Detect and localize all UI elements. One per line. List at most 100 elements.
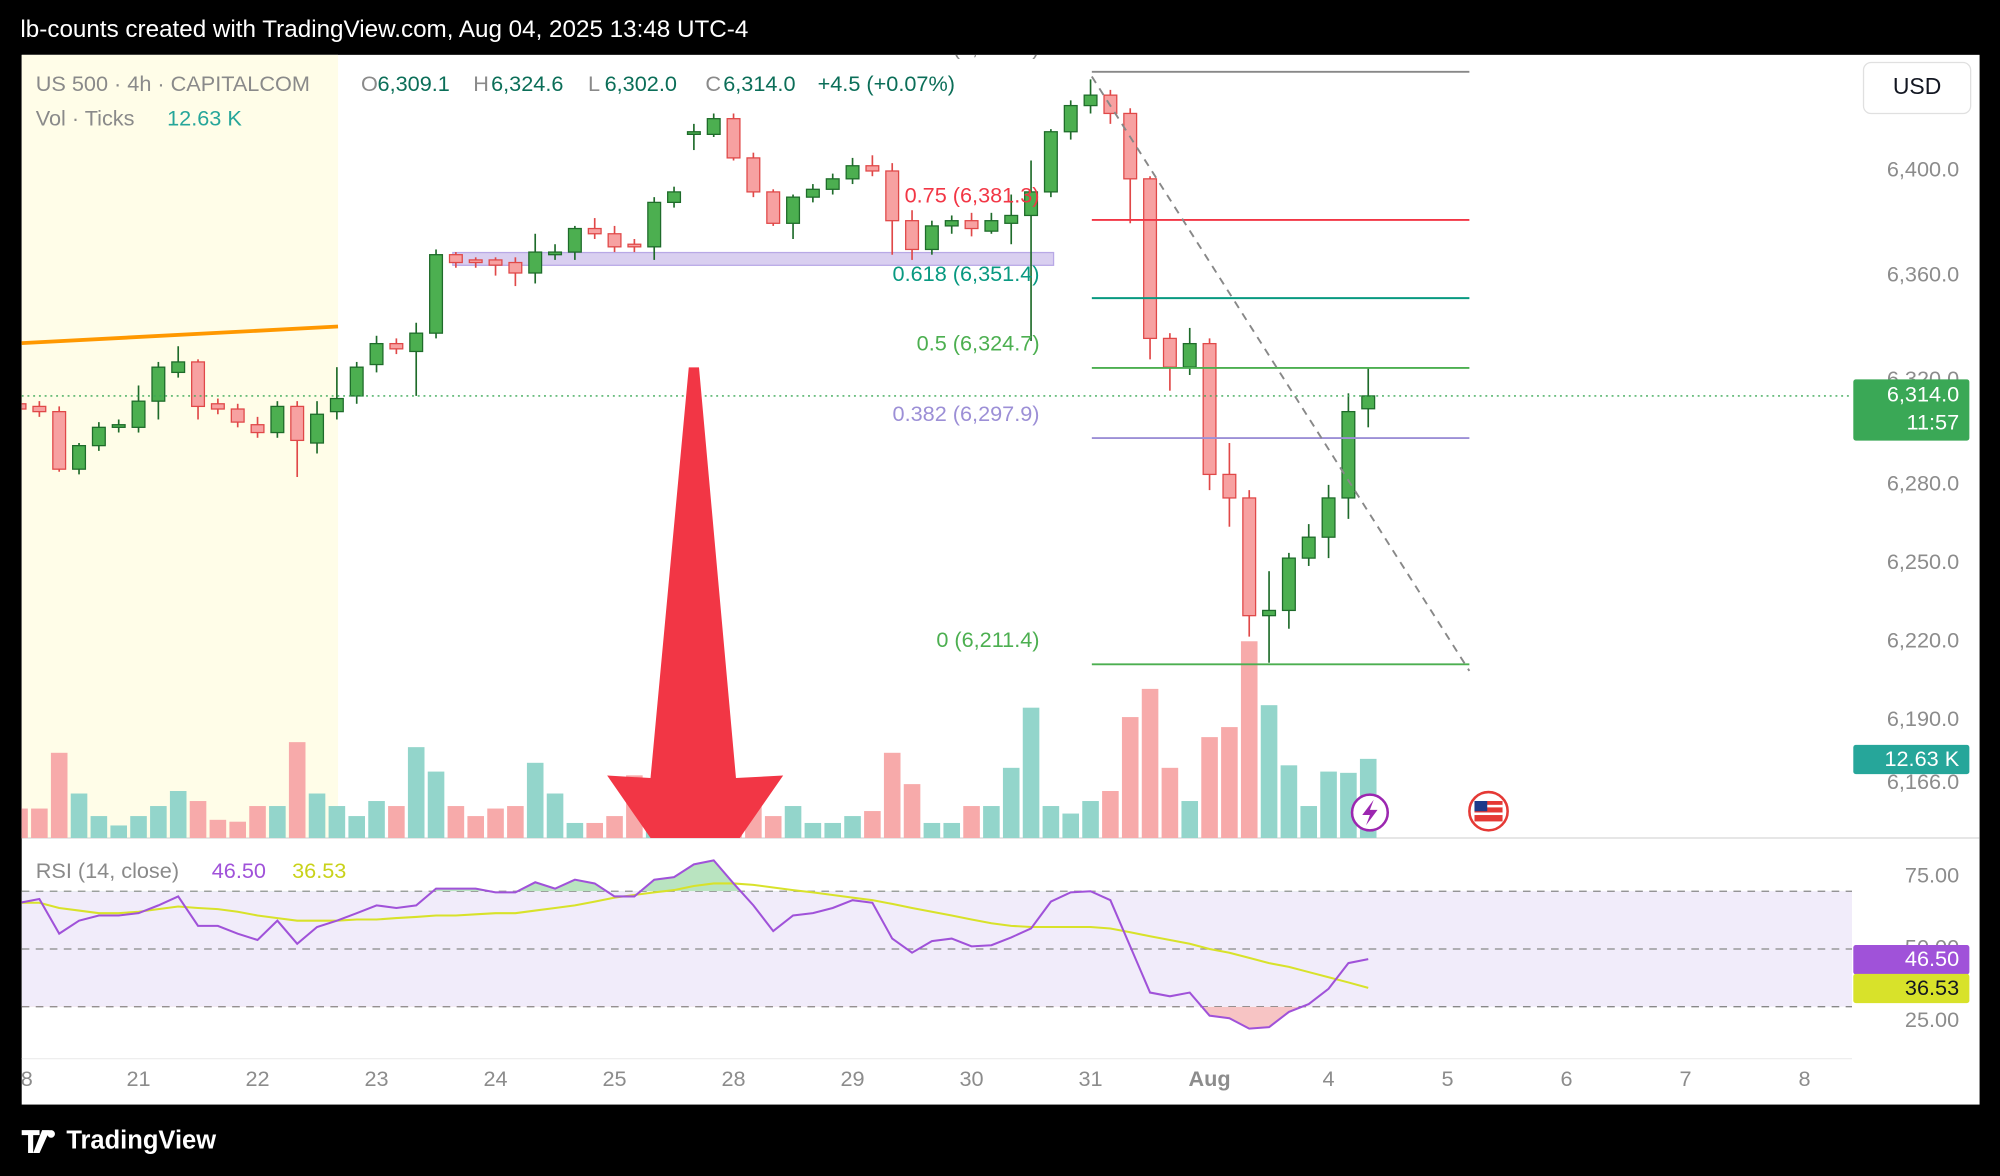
candle-body — [1341, 410, 1356, 499]
candle-body — [607, 233, 622, 248]
volume-bar — [1221, 727, 1238, 838]
price-tick-label: 6,400.0 — [1887, 157, 1959, 182]
candle-body — [250, 424, 265, 434]
candle-body — [1024, 191, 1039, 217]
time-tick-label: 5 — [1442, 1066, 1454, 1091]
volume-bar — [288, 742, 306, 838]
fib-trend-line — [1091, 76, 1471, 672]
volume-bar — [526, 762, 544, 838]
candle-body — [1301, 536, 1316, 559]
candle-body — [567, 227, 582, 253]
rsi-ma-value: 36.53 — [292, 858, 346, 883]
volume-bar — [1002, 767, 1020, 838]
volume-bar — [209, 819, 227, 838]
volume-bar — [308, 793, 326, 838]
price-tag — [1853, 379, 1970, 441]
price-tick-label: 6,220.0 — [1887, 628, 1959, 653]
candle-body — [1202, 342, 1217, 476]
price-tick-label: 6,360.0 — [1887, 261, 1959, 286]
volume-bar — [1082, 801, 1099, 838]
candle-body — [270, 405, 285, 434]
volume-bar — [90, 816, 108, 838]
lightning-glyph — [1362, 799, 1378, 826]
candle-body — [647, 201, 662, 248]
volume-bar — [130, 816, 147, 838]
candle-body — [1242, 497, 1257, 617]
candle-body — [290, 405, 305, 442]
red-arrow — [607, 367, 784, 838]
candle-body — [1281, 557, 1296, 612]
time-tick-label: 24 — [483, 1066, 507, 1091]
time-tick-label: 31 — [1079, 1066, 1103, 1091]
candle-body — [369, 342, 384, 366]
volume-bar — [348, 816, 365, 838]
candle-body — [1123, 112, 1138, 180]
candle-body — [984, 220, 999, 232]
candle-body — [845, 165, 860, 180]
ohlc-key: H — [473, 71, 489, 96]
ohlc-value: 6,314.0 — [723, 71, 795, 96]
candle-body — [171, 361, 186, 374]
volume-bar — [566, 822, 584, 838]
volume-bar — [1042, 806, 1060, 838]
flag-stripe — [1474, 812, 1503, 816]
volume-bar — [70, 793, 88, 838]
volume-bar — [467, 816, 485, 838]
candle-body — [905, 220, 920, 251]
candle-body — [944, 220, 959, 227]
candle-body — [210, 403, 225, 410]
candle-body — [52, 410, 67, 470]
candle-body — [1143, 178, 1158, 340]
rsi-tick-label: 75.00 — [1905, 863, 1959, 888]
candle-body — [230, 408, 245, 423]
candle-body — [1361, 395, 1376, 410]
trend-line — [21, 324, 339, 346]
volume-bar — [1340, 772, 1357, 838]
volume-bar — [923, 822, 941, 838]
candle-body — [310, 413, 325, 444]
candle-body — [885, 170, 900, 222]
fib-label: 0.75 (6,381.3) — [905, 183, 1040, 208]
rsi-tag-label: 36.53 — [1905, 975, 1959, 1000]
currency-button[interactable] — [1862, 61, 1972, 115]
time-tick-label: 29 — [840, 1066, 864, 1091]
candle-body — [1321, 497, 1336, 538]
volume-bar — [31, 808, 48, 838]
volume-bar — [1141, 688, 1159, 838]
candle-body — [786, 196, 801, 224]
candle-body — [151, 366, 166, 402]
volume-bar — [943, 822, 961, 838]
volume-bar — [1102, 791, 1119, 838]
fib-label: 0.5 (6,324.7) — [917, 331, 1040, 356]
candle-body — [964, 220, 979, 230]
ohlc-key: L — [588, 71, 600, 96]
rsi-line — [21, 859, 1369, 1030]
candle-body — [865, 165, 880, 172]
volume-bar — [407, 747, 425, 838]
candle-body — [1222, 473, 1237, 499]
volume-bar — [586, 822, 604, 838]
candle-body — [488, 259, 503, 266]
flag-stripe — [1474, 804, 1503, 808]
time-tick-label: Aug — [1188, 1066, 1230, 1091]
rsi-overbought-fill — [432, 860, 741, 892]
time-tick-label: 23 — [364, 1066, 388, 1091]
volume-bar — [1260, 705, 1278, 838]
volume-bar — [903, 784, 921, 838]
price-tick-label: 6,250.0 — [1887, 549, 1959, 574]
candle-body — [389, 342, 404, 350]
rsi-title: RSI (14, close) — [36, 858, 179, 883]
rsi-pane — [21, 859, 1853, 1030]
candle-body — [1004, 214, 1019, 224]
volume-bar — [169, 791, 187, 838]
candle-body — [667, 191, 682, 204]
time-tick-label: 8 — [21, 1066, 33, 1091]
candle-body — [825, 178, 840, 190]
volume-bar — [864, 811, 881, 838]
countdown: 11:57 — [1907, 410, 1960, 435]
candle-body — [32, 405, 47, 413]
volume-bar — [1320, 771, 1337, 838]
candle-body — [1262, 609, 1277, 617]
volume-bar — [784, 806, 802, 838]
